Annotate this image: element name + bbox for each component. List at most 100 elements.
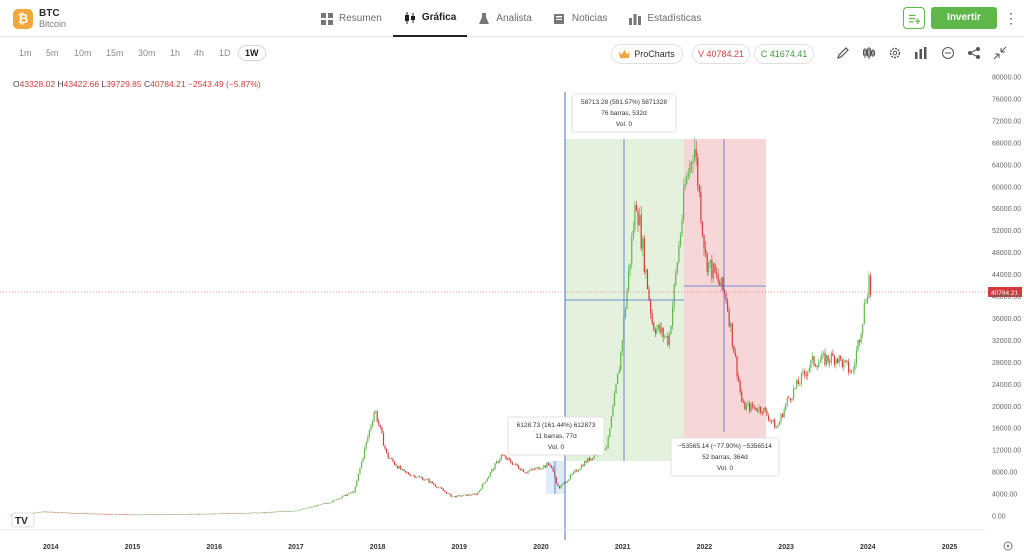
candle-body — [115, 514, 118, 515]
candle-body — [181, 514, 184, 515]
candle-body — [233, 513, 235, 514]
candle-body — [799, 383, 801, 385]
indicators-icon[interactable] — [862, 46, 876, 60]
candle-body — [162, 514, 165, 515]
candle-body — [104, 513, 107, 515]
price-chart[interactable]: 40784.21 80000.00 76000.00 72000.00 68000.0… — [0, 70, 1024, 554]
candle-body — [481, 484, 484, 489]
candle-body — [147, 514, 149, 516]
candle-body — [858, 340, 861, 343]
candle-body — [65, 512, 67, 514]
timeframe-5m[interactable]: 5m — [46, 48, 59, 58]
timeframe-1d[interactable]: 1D — [219, 48, 231, 58]
candle-body — [846, 360, 848, 362]
candle-body — [825, 355, 828, 365]
candle-body — [280, 511, 282, 513]
candle-body — [546, 463, 548, 468]
candle-body — [222, 513, 224, 515]
timeframe-30m[interactable]: 30m — [138, 48, 156, 58]
pencil-icon[interactable] — [836, 46, 850, 60]
invest-button[interactable]: Invertir — [931, 7, 997, 29]
candle-body — [296, 510, 298, 512]
candle-body — [87, 513, 89, 515]
timeframe-15m[interactable]: 15m — [106, 48, 124, 58]
candle-body — [342, 495, 344, 498]
add-circle-icon[interactable] — [941, 46, 955, 60]
timeframe-1w[interactable]: 1W — [238, 45, 266, 61]
candle-body — [318, 504, 320, 506]
y-tick-label: 80000.00 — [992, 75, 1021, 82]
timeframe-1m[interactable]: 1m — [19, 48, 32, 58]
candle-body — [642, 238, 644, 249]
candle-body — [49, 511, 52, 513]
candle-body — [869, 275, 872, 295]
candle-body — [679, 234, 682, 246]
candle-body — [117, 514, 119, 515]
candle-body — [239, 513, 242, 514]
candle-body — [101, 513, 103, 515]
timeframe-10m[interactable]: 10m — [74, 48, 92, 58]
sell-price-button[interactable]: V 40784.21 — [692, 44, 750, 64]
candle-body — [480, 488, 482, 491]
chart-type-icon[interactable] — [914, 46, 928, 60]
collapse-icon[interactable] — [993, 46, 1007, 60]
x-tick-label: 2019 — [452, 544, 468, 551]
prochart-button[interactable]: ProCharts — [611, 44, 683, 64]
candle-body — [606, 446, 608, 449]
candle-body — [811, 356, 814, 360]
y-tick-label: 64000.00 — [992, 162, 1021, 169]
candle-body — [514, 463, 517, 465]
x-tick-label: 2021 — [615, 544, 631, 551]
candle-body — [398, 465, 400, 469]
candle-body — [574, 470, 576, 472]
candle-body — [822, 352, 825, 355]
measure-label-line: 52 barras, 364d — [702, 454, 748, 461]
tab-noticias[interactable]: Noticias — [543, 0, 619, 37]
candle-body — [827, 355, 829, 362]
y-tick-label: 16000.00 — [992, 426, 1021, 433]
candle-body — [57, 512, 59, 513]
add-to-watchlist-button[interactable] — [903, 7, 925, 29]
candle-body — [522, 469, 524, 473]
candle-body — [610, 416, 612, 429]
candle-body — [591, 458, 594, 459]
candle-body — [835, 358, 837, 365]
candle-body — [518, 465, 520, 469]
chart-settings-icon[interactable] — [1003, 541, 1013, 551]
candle-body — [543, 465, 545, 469]
crown-icon — [619, 49, 631, 58]
candle-body — [840, 355, 842, 360]
share-icon[interactable] — [967, 46, 981, 60]
candle-body — [797, 380, 799, 385]
x-tick-label: 2024 — [860, 544, 876, 551]
candle-body — [711, 259, 713, 279]
candle-body — [346, 494, 348, 496]
candle-body — [492, 469, 495, 470]
tab-estadisticas[interactable]: Estadísticas — [618, 0, 712, 37]
y-tick-label: 76000.00 — [992, 96, 1021, 103]
y-axis: 80000.00 76000.00 72000.00 68000.00 64000.00… — [992, 75, 1021, 521]
timeframe-1h[interactable]: 1h — [170, 48, 181, 58]
buy-price-button[interactable]: C 41674.41 — [754, 44, 814, 64]
candle-body — [529, 470, 531, 472]
candle-body — [824, 352, 826, 365]
tab-analista[interactable]: Analista — [467, 0, 543, 37]
candle-body — [775, 427, 777, 429]
candle-body — [491, 469, 493, 473]
candle-body — [437, 487, 440, 489]
tab-grafica[interactable]: Gráfica — [392, 0, 468, 37]
candle-body — [288, 511, 290, 512]
candle-body — [123, 514, 125, 515]
candle-body — [726, 300, 729, 311]
more-options-icon[interactable]: ⋮ — [1004, 10, 1018, 26]
tab-resumen[interactable]: Resumen — [310, 0, 393, 37]
candle-body — [131, 514, 133, 516]
tab-label: Gráfica — [421, 12, 457, 23]
candle-body — [100, 513, 102, 515]
y-tick-label: 44000.00 — [992, 272, 1021, 279]
current-price-tag — [988, 287, 1022, 297]
timeframe-4h[interactable]: 4h — [194, 48, 205, 58]
settings-gear-icon[interactable] — [888, 46, 902, 60]
candle-body — [276, 511, 278, 513]
candles-layer — [10, 138, 872, 517]
